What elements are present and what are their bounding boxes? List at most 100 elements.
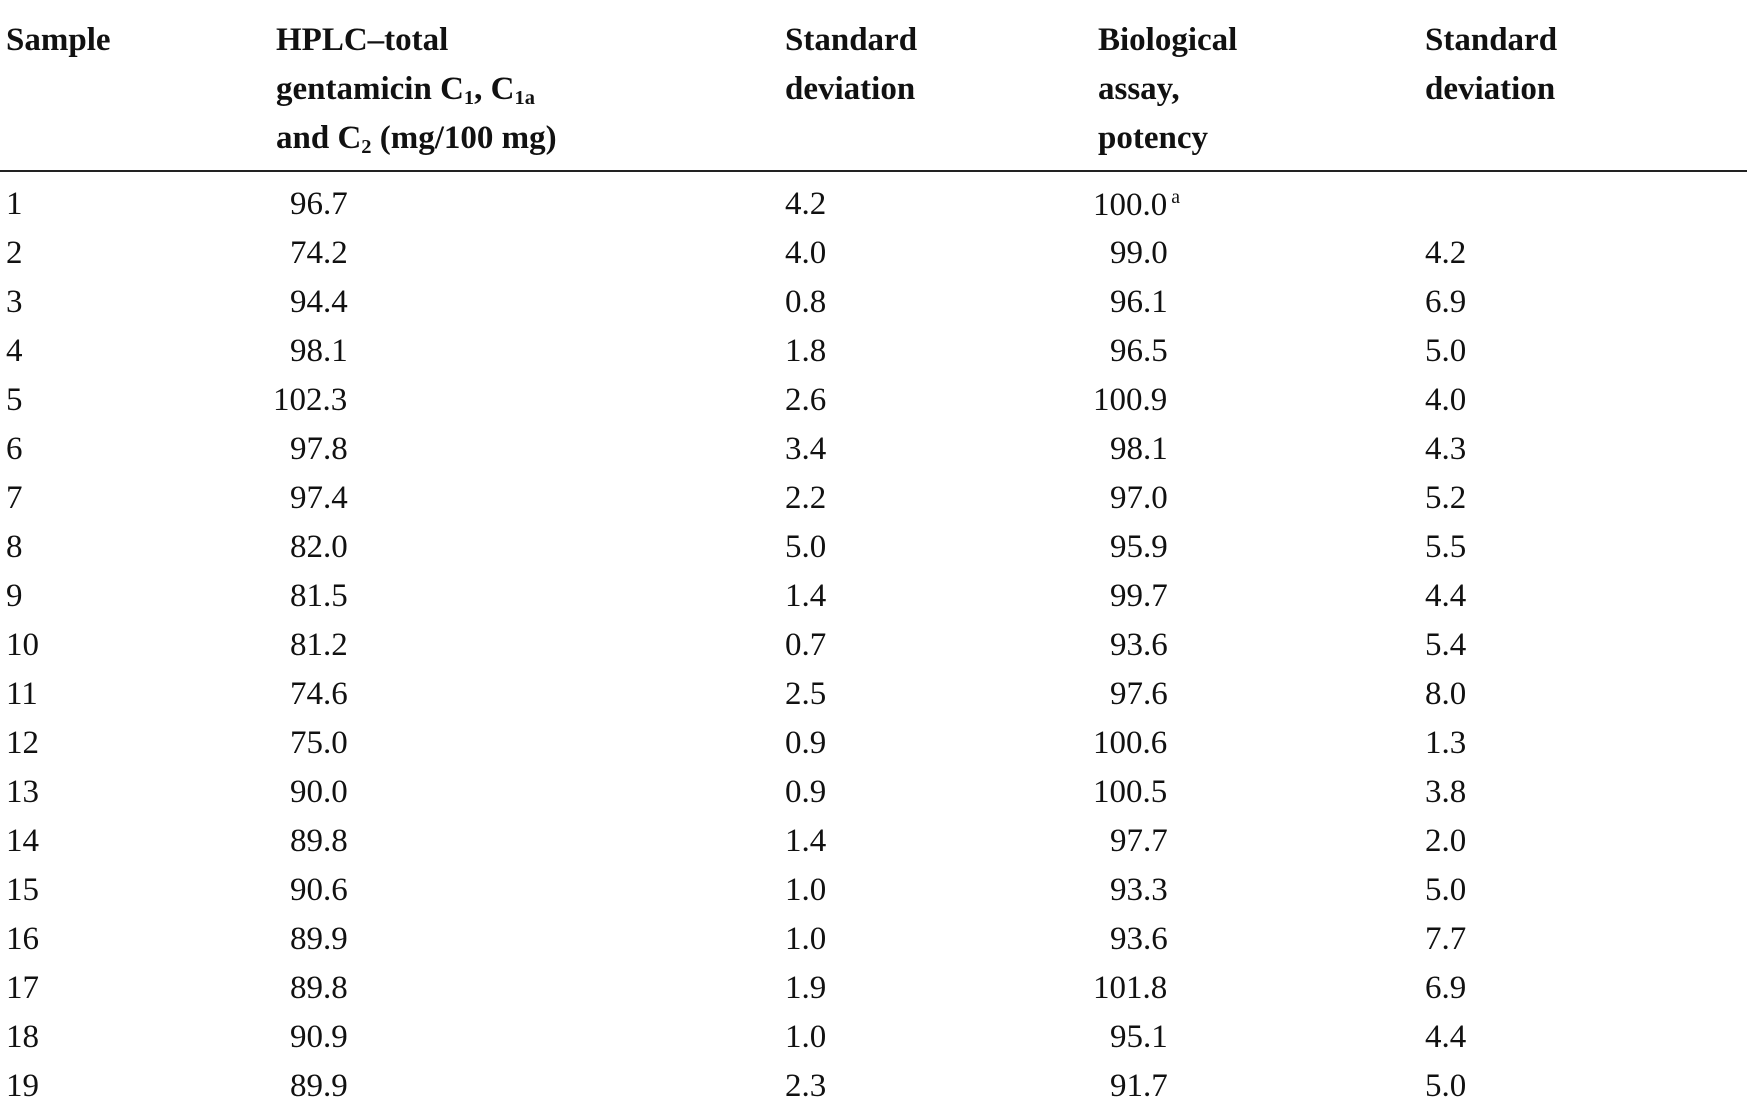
cell: 97.0	[1110, 480, 1168, 516]
header-subscript: 2	[361, 136, 372, 159]
cell: 1.0	[785, 872, 827, 908]
header-text: potency	[1098, 120, 1208, 156]
cell: 1	[6, 186, 23, 222]
header-text: assay,	[1098, 71, 1180, 107]
cell: 74.6	[290, 676, 348, 712]
cell: 7.7	[1425, 921, 1467, 957]
cell: 0.9	[785, 725, 827, 761]
cell: 1.3	[1425, 725, 1467, 761]
header-rule	[0, 170, 1747, 172]
cell: 97.6	[1110, 676, 1168, 712]
cell: 4	[6, 333, 23, 369]
header-line: Biological	[1098, 24, 1237, 57]
cell: 12	[6, 725, 39, 761]
cell: 4.2	[1425, 235, 1467, 271]
header-text: Standard	[785, 22, 918, 58]
cell: 2.3	[785, 1068, 827, 1104]
cell: 5.0	[1425, 333, 1467, 369]
cell: 89.9	[290, 1068, 348, 1104]
cell: 90.9	[290, 1019, 348, 1055]
cell: 2.2	[785, 480, 827, 516]
cell: 8.0	[1425, 676, 1467, 712]
cell: 96.1	[1110, 284, 1168, 320]
header-text: Biological	[1098, 22, 1238, 58]
cell: 4.2	[785, 186, 827, 222]
cell: 90.0	[290, 774, 348, 810]
cell: 97.4	[290, 480, 348, 516]
footnote-mark: a	[1171, 186, 1181, 208]
cell: 90.6	[290, 872, 348, 908]
header-line: potency	[1098, 122, 1208, 155]
cell: 8	[6, 529, 23, 565]
cell: 1.4	[785, 823, 827, 859]
header-line: and C2 (mg/100 mg)	[276, 122, 557, 158]
cell: 4.4	[1425, 1019, 1467, 1055]
cell: 1.0	[785, 1019, 827, 1055]
cell: 89.8	[290, 823, 348, 859]
header-line: gentamicin C1, C1a	[276, 73, 535, 109]
cell: 4.4	[1425, 578, 1467, 614]
header-text: gentamicin C	[276, 71, 464, 107]
cell: 81.5	[290, 578, 348, 614]
cell: 93.3	[1110, 872, 1168, 908]
cell: 5.0	[1425, 1068, 1467, 1104]
cell: 18	[6, 1019, 39, 1055]
cell: 102.3	[273, 382, 348, 418]
cell: 15	[6, 872, 39, 908]
cell: 5.4	[1425, 627, 1467, 663]
cell: 89.8	[290, 970, 348, 1006]
cell: 2	[6, 235, 23, 271]
header-line: Standard	[1425, 24, 1557, 57]
header-line: assay,	[1098, 73, 1180, 106]
cell-text: 100.0	[1093, 186, 1168, 223]
header-text: deviation	[1425, 71, 1556, 107]
cell: 11	[6, 676, 38, 712]
cell: 4.0	[1425, 382, 1467, 418]
cell: 7	[6, 480, 23, 516]
cell: 75.0	[290, 725, 348, 761]
cell: 4.3	[1425, 431, 1467, 467]
cell: 1.4	[785, 578, 827, 614]
cell: 0.8	[785, 284, 827, 320]
cell: 100.5	[1093, 774, 1168, 810]
cell: 2.5	[785, 676, 827, 712]
cell: 4.0	[785, 235, 827, 271]
cell: 3.4	[785, 431, 827, 467]
cell: 97.7	[1110, 823, 1168, 859]
header-subscript: 1	[463, 87, 475, 110]
cell: 89.9	[290, 921, 348, 957]
header-line: deviation	[785, 73, 915, 106]
cell: 16	[6, 921, 39, 957]
cell: 5.0	[1425, 872, 1467, 908]
cell: 98.1	[290, 333, 348, 369]
cell: 19	[6, 1068, 39, 1104]
cell: 96.5	[1110, 333, 1168, 369]
cell: 99.7	[1110, 578, 1168, 614]
header-text: Standard	[1425, 22, 1558, 58]
cell: 95.9	[1110, 529, 1168, 565]
cell: 99.0	[1110, 235, 1168, 271]
cell: 97.8	[290, 431, 348, 467]
header-text: (mg/100 mg)	[371, 120, 557, 156]
cell: 5.2	[1425, 480, 1467, 516]
cell: 91.7	[1110, 1068, 1168, 1104]
cell: 94.4	[290, 284, 348, 320]
cell: 17	[6, 970, 39, 1006]
cell: 95.1	[1110, 1019, 1168, 1055]
cell: 93.6	[1110, 627, 1168, 663]
cell: 74.2	[290, 235, 348, 271]
cell: 1.9	[785, 970, 827, 1006]
header-subscript: 1a	[514, 87, 535, 110]
header-line: deviation	[1425, 73, 1555, 106]
cell: 6.9	[1425, 970, 1467, 1006]
cell: 6	[6, 431, 23, 467]
cell: 1.0	[785, 921, 827, 957]
header-text: Sample	[6, 22, 111, 58]
cell: 0.9	[785, 774, 827, 810]
cell: 5.5	[1425, 529, 1467, 565]
cell: 100.9	[1093, 382, 1168, 418]
cell: 13	[6, 774, 39, 810]
cell: 100.0 a	[1093, 186, 1181, 223]
header-line: Standard	[785, 24, 917, 57]
cell: 9	[6, 578, 23, 614]
